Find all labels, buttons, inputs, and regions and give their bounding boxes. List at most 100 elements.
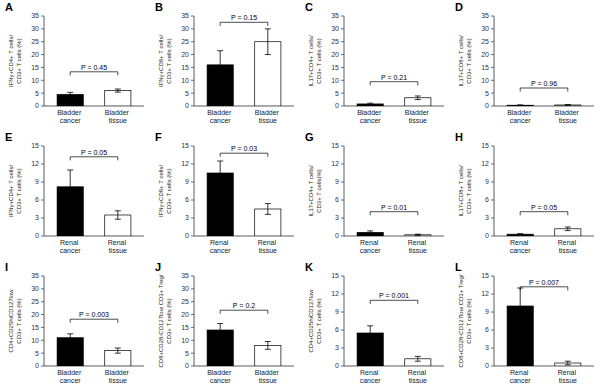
y-tick [191, 200, 194, 201]
y-tick [341, 276, 344, 277]
error-bar-line [67, 92, 73, 96]
y-tick [341, 106, 344, 107]
error-bar-line [517, 104, 523, 106]
x-tick-label-line: cancer [510, 247, 532, 254]
error-bar [415, 356, 421, 361]
y-tick [491, 182, 494, 183]
error-bar [415, 96, 421, 100]
y-tick [341, 54, 344, 55]
y-tick-label: 30 [181, 285, 189, 292]
y-axis-label-line: IFNγ+CD4+ T cells/ [8, 35, 14, 87]
y-tick [341, 294, 344, 295]
y-tick-label: 0 [335, 362, 339, 369]
y-tick [191, 16, 194, 17]
x-tick-label-line: cancer [210, 247, 232, 254]
y-tick-label: 35 [31, 12, 39, 19]
x-tick-label-line: Renal [360, 239, 380, 246]
p-value-label: P = 0.21 [381, 74, 407, 81]
y-tick [491, 54, 494, 55]
y-tick [41, 93, 44, 94]
y-tick-label: 10 [31, 337, 39, 344]
p-value-bracket [520, 287, 568, 291]
y-axis [44, 16, 45, 106]
y-tick [41, 80, 44, 81]
y-tick [341, 28, 344, 29]
y-tick [341, 182, 344, 183]
y-axis-label-line: CD3+ T cells (%) [166, 168, 172, 213]
error-bar-line [217, 51, 223, 79]
y-tick-label: 30 [331, 25, 339, 32]
y-tick [491, 276, 494, 277]
x-tick-label-line: cancer [210, 377, 232, 384]
x-tick-label: Renal tissue [408, 239, 428, 254]
error-bar-line [565, 227, 571, 231]
y-tick [341, 218, 344, 219]
error-bar [217, 161, 223, 185]
p-value-bracket [220, 310, 268, 314]
panel-label: F [155, 131, 162, 143]
x-tick-label: Bladder cancer [207, 369, 233, 384]
y-tick-label: 10 [481, 77, 489, 84]
panel: 03691215P = 0.03Renal cancerRenal tissue… [155, 131, 294, 254]
y-tick [491, 312, 494, 313]
y-tick-label: 15 [31, 64, 39, 71]
y-tick-label: 15 [481, 64, 489, 71]
y-tick-label: 10 [31, 77, 39, 84]
x-tick-label: Bladder cancer [357, 109, 383, 124]
y-tick-label: 10 [181, 337, 189, 344]
y-tick [41, 28, 44, 29]
x-tick-label-line: cancer [510, 117, 532, 124]
y-axis-label-line: CD3+ T cells (%) [166, 298, 172, 343]
x-tick-label-line: Renal [408, 369, 428, 376]
y-axis [44, 146, 45, 236]
y-axis-label-line: IL17+CD4+ T cells/ [308, 35, 314, 86]
y-axis [494, 146, 495, 236]
y-axis [494, 16, 495, 106]
plot-area [57, 72, 131, 106]
y-tick [491, 41, 494, 42]
error-bar [115, 211, 121, 219]
x-tick-label: Renal cancer [360, 239, 382, 254]
y-tick [191, 301, 194, 302]
y-tick-label: 30 [181, 25, 189, 32]
x-tick-label-line: Bladder [255, 369, 281, 376]
error-bar [217, 51, 223, 79]
y-tick [341, 348, 344, 349]
y-tick-label: 25 [331, 38, 339, 45]
y-tick-label: 6 [35, 196, 39, 203]
y-tick [191, 93, 194, 94]
x-tick-label-line: tissue [409, 247, 427, 254]
x-tick-label-line: Renal [360, 369, 380, 376]
bar [507, 234, 533, 236]
panel: 03691215P = 0.001Renal cancerRenal tissu… [305, 261, 444, 384]
y-tick [41, 366, 44, 367]
panel: 03691215P = 0.05Renal cancerRenal tissue… [455, 131, 594, 254]
error-bar-line [265, 29, 271, 55]
y-tick-label: 5 [485, 90, 489, 97]
plot-area [207, 153, 281, 236]
y-tick-label: 9 [185, 178, 189, 185]
error-bar [517, 104, 523, 106]
y-axis-label: IL17+CD8+ T cells/CD3+ T cells (%) [458, 165, 472, 216]
y-tick [41, 236, 44, 237]
bar [555, 105, 581, 106]
error-bar-line [67, 170, 73, 204]
p-value-bracket [70, 157, 118, 161]
x-tick-label: Bladder cancer [57, 369, 83, 384]
y-tick [41, 16, 44, 17]
y-tick [191, 54, 194, 55]
y-axis [194, 16, 195, 106]
y-tick [41, 314, 44, 315]
y-tick [41, 353, 44, 354]
y-tick [341, 16, 344, 17]
y-tick-label: 35 [181, 12, 189, 19]
y-tick-label: 0 [35, 232, 39, 239]
y-tick-label: 6 [335, 326, 339, 333]
x-tick-label: Bladder tissue [405, 109, 431, 124]
y-tick [41, 182, 44, 183]
y-tick [491, 93, 494, 94]
y-tick [491, 67, 494, 68]
y-tick-label: 0 [35, 362, 39, 369]
y-tick-label: 6 [185, 196, 189, 203]
error-bar-line [367, 103, 373, 105]
